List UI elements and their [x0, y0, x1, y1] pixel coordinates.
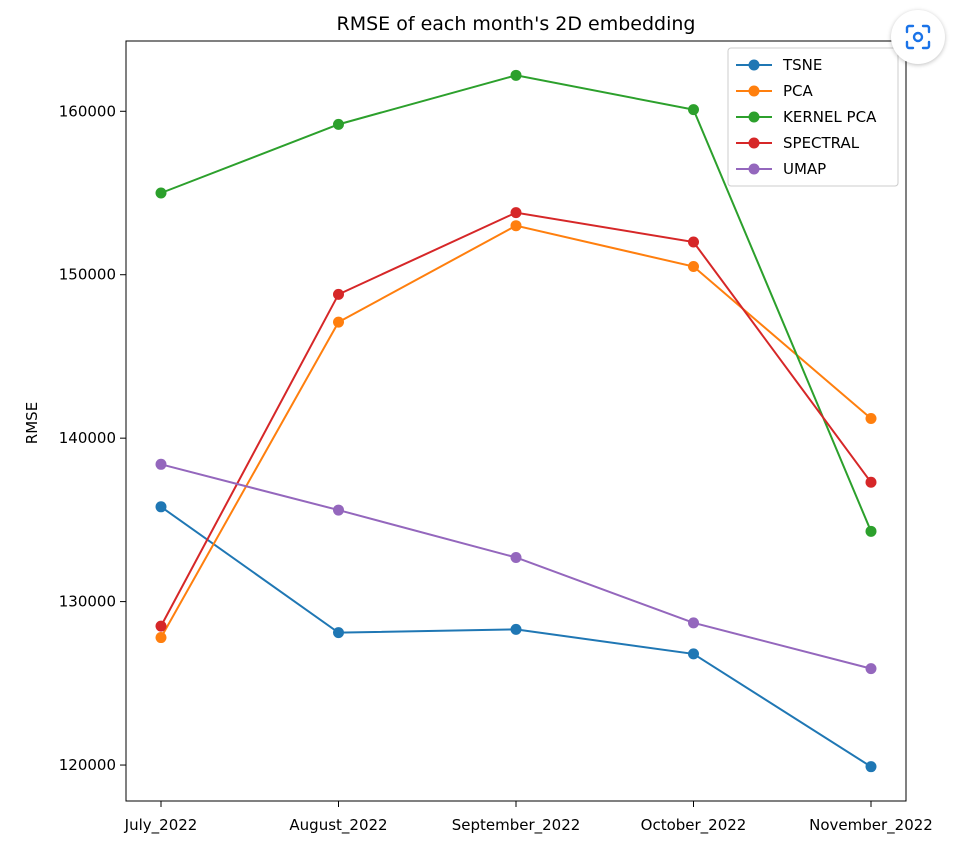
data-point — [155, 187, 167, 199]
data-point — [155, 632, 167, 644]
legend: TSNE PCA KERNEL PCA SPECTRAL UMAP — [727, 47, 899, 187]
series-line-pca — [160, 224, 872, 639]
series-line-umap — [160, 463, 872, 670]
y-tick-label: 140000 — [59, 429, 116, 447]
data-point — [865, 663, 877, 675]
data-point — [688, 261, 699, 273]
legend-swatch-marker — [748, 137, 760, 149]
x-axis: July_2022 August_2022 September_2022 Octobe… — [124, 801, 933, 835]
x-tick-label: October_2022 — [641, 816, 747, 835]
legend-label: TSNE — [782, 56, 822, 74]
chart-title: RMSE of each month's 2D embedding — [337, 13, 696, 35]
data-point — [510, 551, 522, 563]
series-line-spectral — [160, 211, 872, 627]
data-point — [510, 220, 522, 232]
data-point — [688, 617, 699, 629]
series-line-tsne — [160, 505, 872, 768]
y-tick-label: 160000 — [59, 102, 116, 120]
data-point — [865, 476, 877, 488]
x-tick-label: August_2022 — [289, 816, 387, 835]
legend-box — [727, 47, 899, 187]
data-point — [333, 627, 344, 639]
data-point — [688, 236, 699, 248]
data-point — [865, 413, 877, 425]
lens-icon — [905, 24, 931, 50]
y-tick-label: 150000 — [59, 266, 116, 284]
data-point — [155, 458, 167, 470]
x-tick-label: November_2022 — [809, 816, 933, 835]
legend-swatch-marker — [748, 85, 760, 97]
lens-search-button[interactable] — [891, 10, 945, 64]
legend-label: SPECTRAL — [783, 134, 860, 152]
data-point — [510, 69, 522, 81]
legend-label: UMAP — [783, 160, 826, 178]
data-point — [510, 623, 522, 635]
legend-swatch-marker — [748, 59, 760, 71]
legend-label: PCA — [783, 82, 814, 100]
x-tick-label: September_2022 — [452, 816, 581, 835]
legend-label: KERNEL PCA — [783, 108, 877, 126]
data-point — [333, 316, 344, 328]
y-tick-label: 130000 — [59, 593, 116, 611]
data-point — [155, 501, 167, 513]
data-point — [510, 207, 522, 219]
x-tick-label: July_2022 — [124, 816, 198, 835]
data-point — [688, 104, 699, 116]
data-point — [333, 118, 344, 130]
data-point — [688, 648, 699, 660]
data-point — [333, 504, 344, 516]
y-axis-label: RMSE — [23, 402, 41, 444]
data-point — [333, 288, 344, 300]
y-tick-label: 120000 — [59, 756, 116, 774]
legend-swatch-marker — [748, 111, 760, 123]
y-axis: 120000 130000 140000 150000 160000 — [59, 102, 126, 774]
data-point — [865, 525, 877, 537]
series-lines — [155, 69, 877, 773]
legend-swatch-marker — [748, 163, 760, 175]
data-point — [865, 761, 877, 773]
data-point — [155, 620, 167, 632]
